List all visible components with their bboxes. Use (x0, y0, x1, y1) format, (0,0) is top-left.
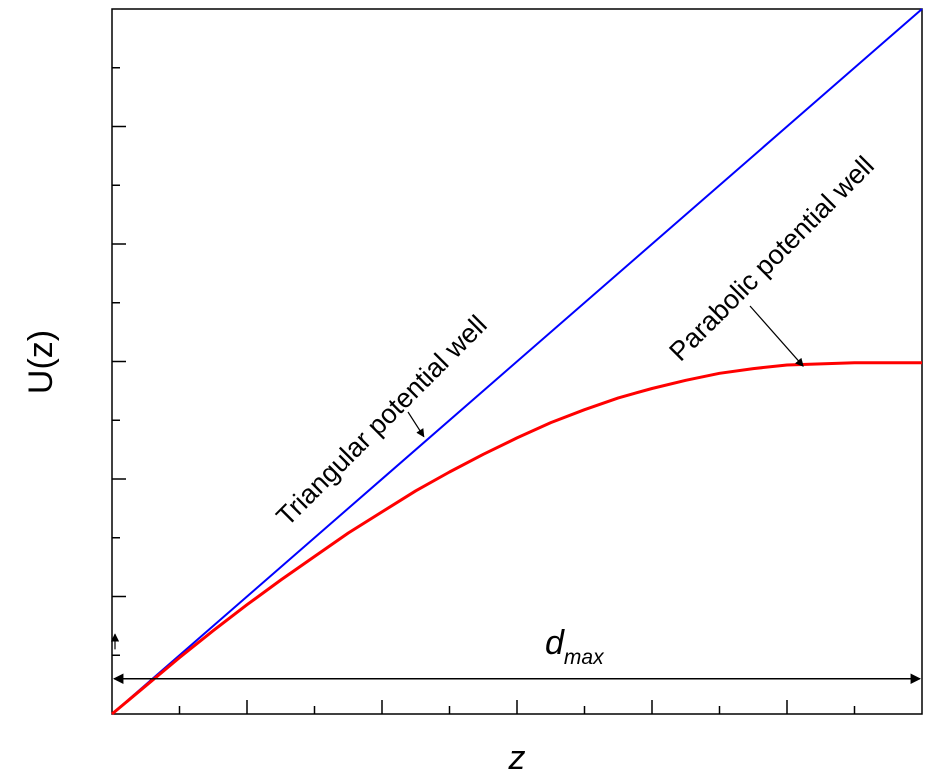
dimension-marker: dmax (110, 624, 922, 684)
annotation-parabolic: Parabolic potential well (663, 150, 879, 366)
annotations: Triangular potential well Parabolic poten… (271, 150, 880, 531)
annotation-arrow-parabolic (749, 305, 804, 367)
series-layer (111, 8, 923, 716)
y-axis-ticks (112, 67, 126, 656)
dmax-label: dmax (545, 624, 605, 669)
y-axis-label: U(z) (22, 330, 60, 394)
x-axis-label: z (508, 739, 526, 773)
series-line-1 (111, 8, 923, 715)
series-line-2 (111, 361, 922, 716)
annotation-arrow-triangular (407, 411, 425, 438)
annotation-triangular: Triangular potential well (271, 310, 493, 532)
dmax-subscript: max (564, 646, 605, 669)
x-axis-ticks (178, 700, 856, 714)
